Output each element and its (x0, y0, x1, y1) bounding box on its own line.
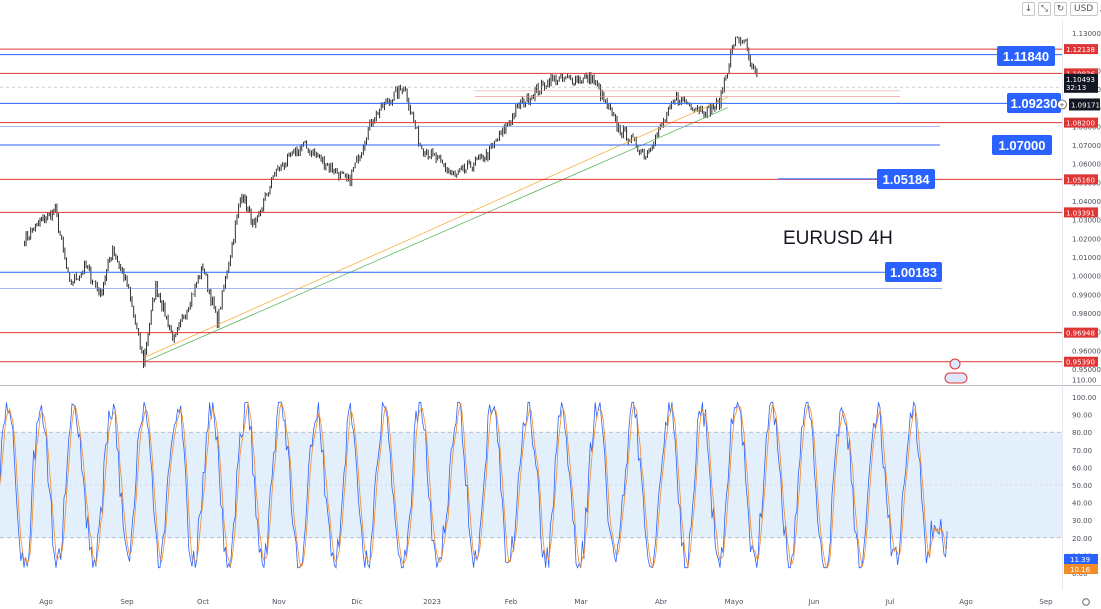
level-price-tag-label: 1.05160 (1066, 176, 1095, 184)
time-tick-label: Feb (505, 598, 518, 606)
price-tick-label: 0.98000 (1072, 310, 1101, 318)
stoch-d-value: 10.16 (1070, 566, 1091, 574)
oscillator-tick-label: 30.00 (1072, 517, 1092, 525)
price-tick-label: 1.13000 (1072, 30, 1101, 38)
time-tick-label: Abr (655, 598, 667, 606)
oscillator-tick-label: 90.00 (1072, 412, 1092, 420)
time-tick-label: 2023 (423, 598, 441, 606)
blue-level-label (1007, 93, 1061, 113)
chart-title: EURUSD 4H (783, 228, 893, 249)
trend-line-orange (143, 97, 728, 359)
level-price-tag (1064, 327, 1098, 338)
oscillator-tick-label: 50.00 (1072, 482, 1092, 490)
price-tick-label: 1.04000 (1072, 198, 1101, 206)
blue-level-label-text: 1.00183 (890, 265, 937, 280)
time-tick-label: Nov (272, 598, 286, 606)
blue-level-label (997, 46, 1055, 66)
oscillator-tick-label: 70.00 (1072, 447, 1092, 455)
price-tick-label: 1.07000 (1072, 142, 1101, 150)
level-price-tag-label: 0.96948 (1066, 330, 1095, 338)
bar-countdown-label: 32:13 (1066, 84, 1086, 92)
fit-scale-icon[interactable]: ⤡ (1038, 2, 1051, 16)
level-price-tag-label: 1.08200 (1066, 120, 1095, 128)
level-price-tag-label: 0.95390 (1066, 359, 1095, 367)
level-price-tag-label: 1.03391 (1066, 209, 1095, 217)
reset-icon[interactable]: ↻ (1054, 2, 1067, 16)
time-tick-label: Mayo (725, 598, 744, 606)
candle-wicks (24, 36, 758, 369)
oscillator-tick-label: 110.00 (1072, 376, 1097, 384)
level-price-tag (1064, 68, 1098, 79)
blue-level-label-text: 1.07000 (999, 138, 1046, 153)
chevron-down-icon: ⌄ (1098, 5, 1101, 14)
crosshair-price-label: 1.09171 (1071, 101, 1100, 109)
price-tick-label: 0.99000 (1072, 291, 1101, 299)
economic-events-icon (944, 372, 968, 384)
time-tick-label: Mar (574, 598, 587, 606)
level-price-tag (1064, 207, 1098, 218)
level-price-tag (1064, 117, 1098, 128)
time-tick-label: Sep (120, 598, 134, 606)
level-price-tag-label: 1.12138 (1066, 46, 1095, 54)
blue-level-label (992, 135, 1052, 155)
blue-level-label-text: 1.09230 (1011, 96, 1058, 111)
price-tick-label: 1.00000 (1072, 273, 1101, 281)
time-tick-label: Jun (808, 598, 820, 606)
stoch-d-line (0, 400, 948, 569)
blue-level-label (885, 262, 942, 282)
crosshair-price-tag (1069, 98, 1100, 111)
level-price-tag (1064, 174, 1098, 185)
blue-level-label (877, 169, 935, 189)
economic-event-icon (949, 358, 961, 370)
stoch-k-line (0, 400, 948, 570)
blue-level-label-text: 1.05184 (883, 172, 931, 187)
currency-label: USD (1074, 4, 1094, 14)
time-tick-label: Jul (885, 598, 895, 606)
oscillator-tick-label: 20.00 (1072, 535, 1092, 543)
gear-icon (1082, 598, 1090, 606)
stoch-k-tag (1064, 554, 1098, 564)
plus-icon: + (1060, 100, 1065, 109)
time-tick-label: Dic (351, 598, 362, 606)
oscillator-tick-label: 60.00 (1072, 464, 1092, 472)
time-tick-label: Ago (39, 598, 53, 606)
price-tick-label: 0.95000 (1072, 366, 1101, 374)
oscillator-tick-label: 100.00 (1072, 394, 1097, 402)
time-tick-label: Oct (197, 598, 209, 606)
currency-select[interactable]: USD ⌄ (1070, 2, 1101, 16)
blue-level-label-text: 1.11840 (1003, 49, 1049, 64)
oscillator-tick-label: 80.00 (1072, 429, 1092, 437)
price-tick-label: 1.02000 (1072, 235, 1101, 243)
current-price-label: 1.10493 (1066, 76, 1095, 84)
stoch-k-value: 11.39 (1070, 556, 1090, 564)
oscillator-tick-label: 40.00 (1072, 500, 1092, 508)
price-tick-label: 1.01000 (1072, 254, 1101, 262)
level-price-tag (1064, 44, 1098, 55)
add-alert-icon (1057, 99, 1067, 110)
trend-line-green (143, 107, 728, 363)
current-price-tag (1064, 73, 1098, 93)
arrow-down-icon[interactable]: ↓ (1022, 2, 1035, 16)
time-tick-label: Sep (1039, 598, 1053, 606)
price-tick-label: 0.96000 (1072, 347, 1101, 355)
candlestick-series (24, 36, 758, 369)
stoch-d-tag (1064, 564, 1098, 574)
price-tick-label: 1.03000 (1072, 217, 1101, 225)
price-tick-label: 1.06000 (1072, 161, 1101, 169)
time-tick-label: Ago (959, 598, 973, 606)
level-price-tag (1064, 356, 1098, 367)
